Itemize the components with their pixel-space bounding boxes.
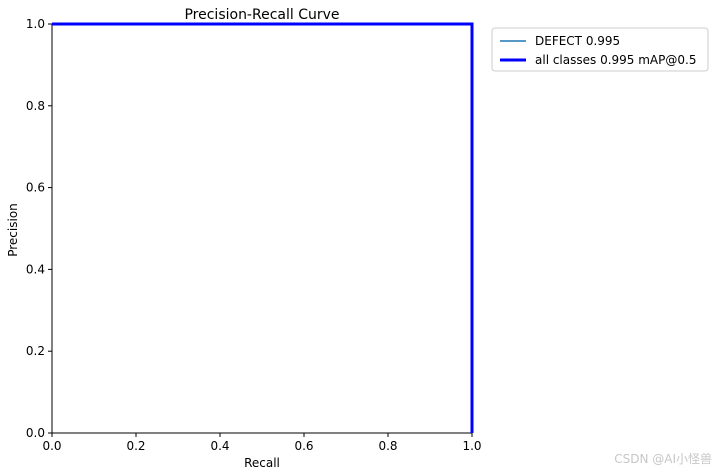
x-axis-label: Recall — [244, 456, 280, 470]
y-axis-label: Precision — [6, 203, 20, 257]
x-tick-label: 0.6 — [294, 439, 313, 453]
chart-title: Precision-Recall Curve — [184, 7, 339, 23]
legend: DEFECT 0.995 all classes 0.995 mAP@0.5 — [491, 27, 709, 72]
y-tick-label: 0.8 — [26, 99, 45, 113]
x-tick-label: 0.0 — [42, 439, 61, 453]
x-tick-label: 0.4 — [210, 439, 229, 453]
y-tick-label: 0.6 — [26, 181, 45, 195]
x-tick-label: 0.2 — [126, 439, 145, 453]
y-axis: 0.0 0.2 0.4 0.6 0.8 1.0 — [26, 17, 52, 440]
x-axis: 0.0 0.2 0.4 0.6 0.8 1.0 — [42, 433, 482, 453]
legend-label-all-classes: all classes 0.995 mAP@0.5 — [535, 53, 696, 67]
y-tick-label: 0.2 — [26, 344, 45, 358]
y-tick-label: 0.4 — [26, 262, 45, 276]
y-tick-label: 0.0 — [26, 426, 45, 440]
legend-box — [491, 27, 709, 72]
y-tick-label: 1.0 — [26, 17, 45, 31]
series-layer — [52, 22, 474, 433]
plot-frame — [51, 23, 473, 434]
series-line-all-classes — [52, 22, 474, 433]
series-line-defect — [52, 23, 473, 433]
x-tick-label: 1.0 — [462, 439, 481, 453]
legend-label-defect: DEFECT 0.995 — [535, 34, 620, 48]
x-tick-label: 0.8 — [378, 439, 397, 453]
watermark: CSDN @AI小怪兽 — [614, 452, 712, 466]
plot-area — [51, 23, 473, 434]
